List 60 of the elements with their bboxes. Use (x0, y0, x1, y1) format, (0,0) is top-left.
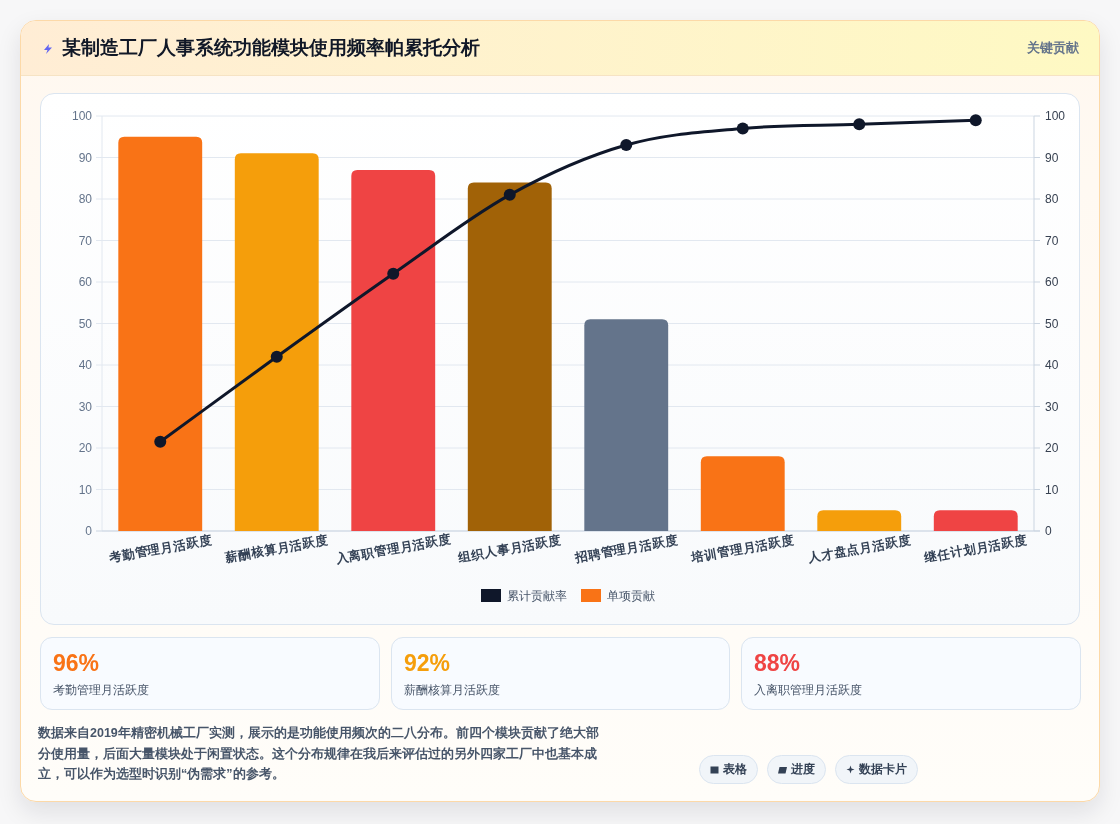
y-tick-label: 90 (78, 150, 93, 165)
y-tick-label: 50 (78, 316, 93, 331)
x-tick-label: 入离职管理月活跃度 (333, 530, 453, 567)
y2-tick-label: 90 (1045, 150, 1059, 165)
y-tick-label: 80 (78, 192, 93, 206)
point (270, 350, 283, 363)
bar (118, 136, 203, 531)
text: 进度 (791, 761, 815, 778)
y-tick-label: 10 (78, 482, 93, 497)
point (154, 435, 167, 448)
category-label: 薪酬核算月活跃度 (404, 683, 500, 698)
text: 关键贡献 (1027, 40, 1079, 56)
y2-tick-label: 10 (1045, 482, 1059, 497)
y2-tick-label: 100 (1045, 109, 1066, 123)
bar (234, 153, 319, 531)
y2-tick-label: 60 (1045, 275, 1059, 289)
y2-tick-label: 80 (1045, 192, 1059, 206)
y-tick-label: 100 (71, 109, 93, 123)
bar (467, 182, 552, 531)
category-label: 考勤管理月活跃度 (53, 683, 149, 698)
legend-label: 单项贡献 (607, 588, 655, 603)
y2-tick-label: 20 (1045, 441, 1059, 455)
x-tick-label: 考勤管理月活跃度 (106, 532, 213, 566)
bar (817, 510, 902, 531)
chart-title: 某制造工厂人事系统功能模块使用频率帕累托分析 (62, 36, 480, 60)
text: 数据卡片 (859, 761, 907, 778)
x-tick-label: 薪酬核算月活跃度 (223, 532, 330, 566)
x-tick-label: 招聘管理月活跃度 (572, 532, 679, 566)
text: 96% (53, 650, 100, 676)
point (503, 188, 516, 201)
text: 表格 (723, 761, 747, 778)
bar (584, 319, 669, 531)
y-tick-label: 70 (78, 233, 93, 248)
x-tick-label: 组织人事月活跃度 (456, 532, 563, 566)
text: 数据来自2019年精密机械工厂实测，展示的是功能使用频次的二八分布。前四个模块贡献了绝大部分使用量，后面大量模块处于闲置状态。这个分布规律在我后来评估过的另外四家工厂中也基本成立，可以作为选型时识别“伪需求”的参考。 (38, 725, 600, 783)
bar (700, 456, 785, 531)
x-tick-label: 继任计划月活跃度 (922, 532, 1029, 566)
bar (933, 510, 1018, 531)
text: 88% (754, 650, 801, 676)
y2-tick-label: 0 (1045, 524, 1052, 538)
point (387, 267, 400, 280)
x-tick-label: 培训管理月活跃度 (689, 532, 796, 566)
point (620, 139, 633, 152)
y-tick-label: 30 (78, 399, 93, 414)
point (853, 118, 866, 131)
y-tick-label: 60 (78, 275, 93, 289)
point (736, 122, 749, 135)
point (969, 114, 982, 127)
category-label: 入离职管理月活跃度 (754, 683, 862, 698)
text: 92% (404, 650, 451, 676)
y-tick-label: 0 (85, 524, 93, 538)
y2-tick-label: 30 (1045, 399, 1059, 414)
y-tick-label: 20 (78, 441, 93, 455)
bar (351, 169, 436, 531)
x-tick-label: 人才盘点月活跃度 (805, 532, 912, 566)
y2-tick-label: 50 (1045, 316, 1059, 331)
legend-label: 累计贡献率 (507, 588, 567, 603)
y2-tick-label: 70 (1045, 233, 1059, 248)
y-tick-label: 40 (78, 358, 93, 372)
y2-tick-label: 40 (1045, 358, 1059, 372)
